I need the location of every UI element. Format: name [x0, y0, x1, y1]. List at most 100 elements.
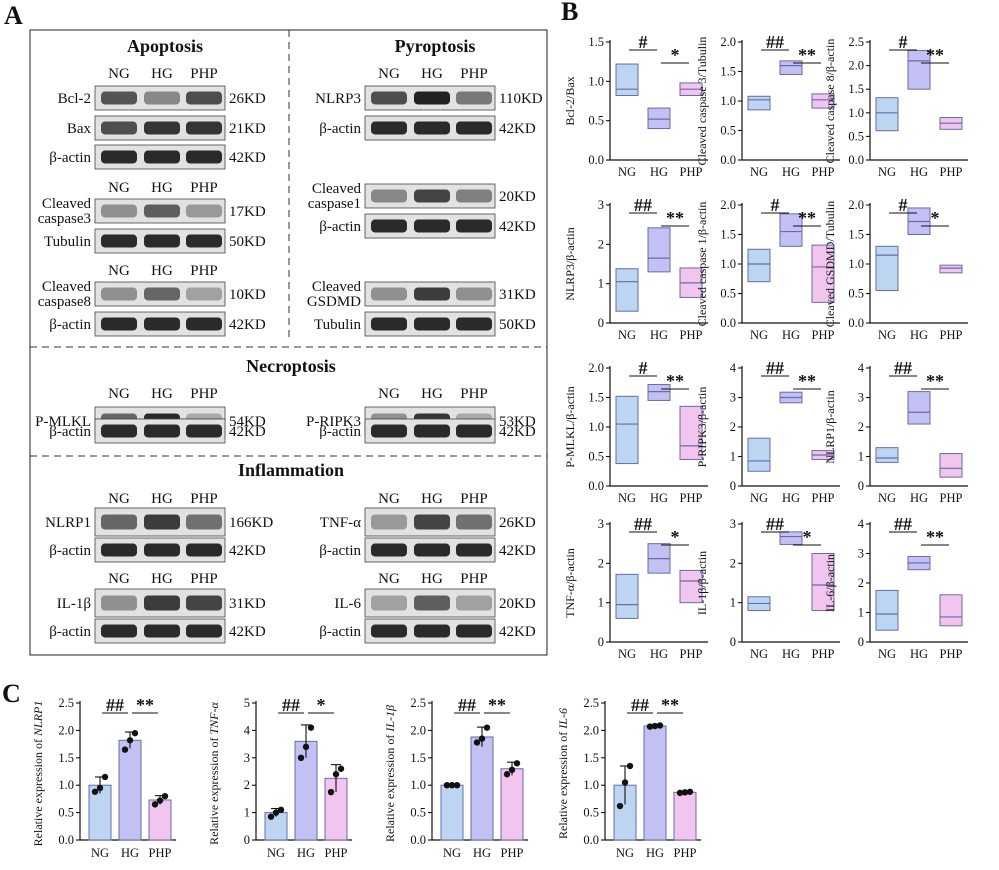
protein-band	[144, 122, 180, 135]
protein-band	[144, 625, 180, 638]
significance-mark: ##	[458, 695, 476, 715]
x-tick-label: PHP	[674, 846, 697, 860]
lane-label: PHP	[460, 386, 488, 402]
box	[876, 590, 898, 630]
x-tick-label: NG	[91, 846, 109, 860]
section-title: Inflammation	[238, 460, 344, 480]
significance-mark: ##	[766, 32, 784, 52]
data-point	[268, 814, 274, 820]
y-tick-label: 0.0	[410, 833, 426, 847]
lane-label: HG	[151, 66, 173, 82]
protein-band	[371, 318, 407, 331]
protein-label: Tubulin	[314, 317, 361, 333]
significance-mark: **	[136, 695, 154, 715]
box	[876, 448, 898, 463]
y-tick-label: 1.5	[588, 35, 604, 49]
protein-band	[186, 122, 222, 135]
lane-label: NG	[108, 66, 130, 82]
y-tick-label: 2	[244, 778, 250, 792]
y-tick-label: 1	[730, 450, 736, 464]
bar	[441, 785, 463, 840]
significance-mark: #	[771, 195, 780, 215]
molecular-weight-label: 50KD	[229, 234, 266, 250]
y-tick-label: 3	[244, 751, 250, 765]
box	[748, 96, 770, 110]
protein-band	[144, 544, 180, 557]
panel-label-c: C	[2, 679, 21, 708]
y-axis-label: Relative expression of TNF-α	[207, 701, 221, 844]
x-tick-label: HG	[910, 328, 928, 342]
box	[648, 108, 670, 128]
y-tick-label: 2.0	[588, 361, 604, 375]
protein-band	[186, 544, 222, 557]
protein-band	[186, 425, 222, 438]
molecular-weight-label: 42KD	[499, 424, 536, 440]
y-tick-label: 0	[730, 635, 736, 649]
bar	[119, 740, 141, 840]
significance-mark: **	[798, 45, 816, 65]
data-point	[157, 797, 163, 803]
lane-label: NG	[108, 180, 130, 196]
y-axis-label: IL-1β/β-actin	[695, 551, 709, 615]
box	[616, 64, 638, 95]
lane-label: HG	[151, 491, 173, 507]
y-tick-label: 0	[730, 479, 736, 493]
y-axis-label: IL-6/β-actin	[823, 554, 837, 612]
molecular-weight-label: 42KD	[499, 624, 536, 640]
y-tick-label: 2.5	[58, 696, 74, 710]
data-point	[509, 767, 515, 773]
y-tick-label: 1.0	[588, 74, 604, 88]
protein-band	[144, 235, 180, 248]
box	[748, 249, 770, 281]
x-tick-label: HG	[910, 491, 928, 505]
x-tick-label: PHP	[940, 491, 963, 505]
x-tick-label: HG	[646, 846, 664, 860]
y-axis-label-gene: NLRP1	[31, 701, 45, 737]
significance-mark: ##	[766, 514, 784, 534]
protein-band	[101, 595, 137, 610]
significance-mark: ##	[631, 695, 649, 715]
lane-label: PHP	[460, 491, 488, 507]
lane-label: PHP	[190, 66, 218, 82]
significance-mark: **	[926, 527, 944, 547]
y-tick-label: 2.0	[58, 723, 74, 737]
y-axis-label: Cleaved caspase 3/Tubulin	[695, 37, 709, 166]
box	[616, 396, 638, 463]
y-axis-label: P-RIPK3/β-actin	[695, 387, 709, 468]
protein-band	[371, 625, 407, 638]
lane-label: NG	[108, 571, 130, 587]
y-tick-label: 2	[598, 556, 604, 570]
protein-label: NLRP1	[45, 515, 91, 531]
y-tick-label: 1	[598, 277, 604, 291]
molecular-weight-label: 26KD	[229, 91, 266, 107]
significance-mark: **	[926, 45, 944, 65]
y-axis-label-gene: IL-1β	[383, 705, 397, 733]
y-tick-label: 1	[598, 596, 604, 610]
y-tick-label: 0.5	[410, 806, 426, 820]
box	[648, 228, 670, 272]
y-tick-label: 4	[858, 517, 865, 531]
significance-mark: #	[899, 195, 908, 215]
y-axis-label-text: Relative expression of	[556, 729, 570, 839]
y-tick-label: 0.5	[720, 287, 736, 301]
x-tick-label: PHP	[680, 165, 703, 179]
section-title: Pyroptosis	[395, 36, 476, 56]
y-tick-label: 1.5	[848, 82, 864, 96]
data-point	[338, 766, 344, 772]
protein-band	[414, 425, 450, 438]
x-tick-label: PHP	[812, 647, 835, 661]
x-tick-label: NG	[750, 328, 768, 342]
x-tick-label: HG	[910, 165, 928, 179]
protein-label: β-actin	[49, 543, 91, 559]
box	[616, 574, 638, 618]
protein-band	[414, 625, 450, 638]
y-tick-label: 2	[858, 576, 864, 590]
box	[876, 246, 898, 290]
section-title: Necroptosis	[246, 356, 336, 376]
